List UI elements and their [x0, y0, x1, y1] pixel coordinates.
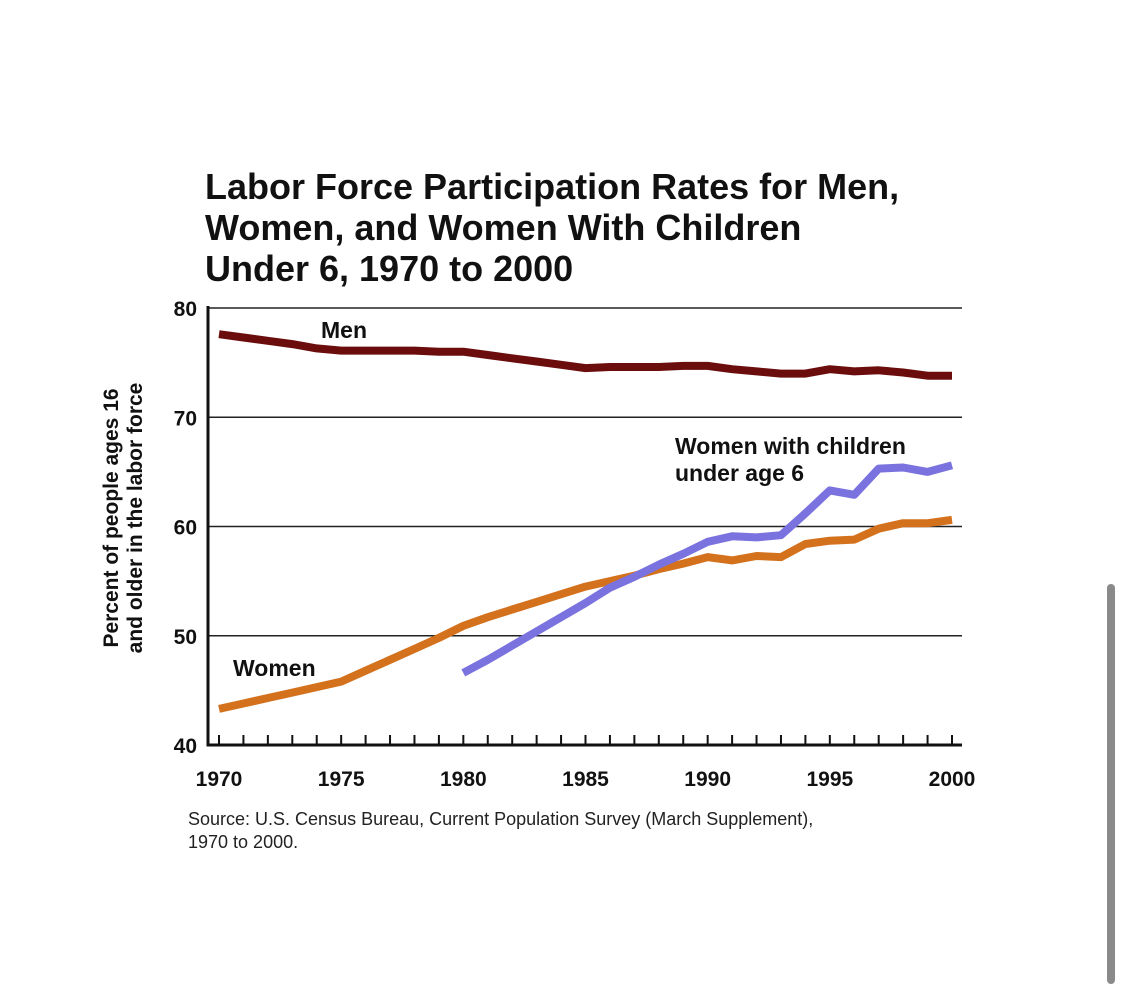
- chart-title: Labor Force Participation Rates for Men,…: [205, 166, 1085, 289]
- y-axis-title-line-1: Percent of people ages 16: [100, 388, 123, 647]
- source-note: Source: U.S. Census Bureau, Current Popu…: [188, 808, 1008, 854]
- x-tick-label-2000: 2000: [929, 768, 976, 791]
- x-tick-label-1995: 1995: [806, 768, 853, 791]
- chart-labels: 40 50 60 70 80 1970 1975 1980 1985 1990 1995 2000 Pe…: [100, 298, 975, 791]
- grid-lines: [208, 307, 962, 637]
- series-line-women-with-children-under-age-6: [461, 461, 954, 677]
- y-axis-title: Percent of people ages 16and older in th…: [100, 383, 147, 654]
- y-axis-title-line-2: and older in the labor force: [124, 383, 147, 654]
- scrollbar-thumb[interactable]: [1107, 584, 1115, 984]
- x-tick-label-1980: 1980: [440, 768, 487, 791]
- chart-title-line-2: Women, and Women With Children: [205, 207, 802, 248]
- series-line-women: [218, 515, 953, 713]
- chart-title-line-1: Labor Force Participation Rates for Men,: [205, 166, 900, 207]
- series-lines: [218, 330, 954, 713]
- series-label-men: Men: [321, 317, 367, 343]
- x-tick-label-1985: 1985: [562, 768, 609, 791]
- axes: [206, 306, 962, 747]
- series-label-women-with-children: Women with children under age 6: [675, 433, 906, 486]
- x-tick-label-1990: 1990: [684, 768, 731, 791]
- source-line-1: Source: U.S. Census Bureau, Current Popu…: [188, 809, 814, 829]
- source-line-2: 1970 to 2000.: [188, 832, 299, 852]
- y-tick-label-40: 40: [174, 735, 197, 758]
- series-label-women: Women: [233, 655, 316, 681]
- series-label-women-with-children-line-1: Women with children: [675, 433, 906, 459]
- y-tick-label-80: 80: [174, 298, 197, 321]
- y-tick-label-50: 50: [174, 626, 197, 649]
- series-label-women-with-children-line-2: under age 6: [675, 460, 804, 486]
- x-tick-label-1975: 1975: [318, 768, 365, 791]
- chart-title-line-3: Under 6, 1970 to 2000: [205, 248, 574, 289]
- series-line-men: [218, 330, 952, 380]
- y-tick-label-70: 70: [174, 407, 197, 430]
- x-tick-label-1970: 1970: [196, 768, 243, 791]
- y-tick-label-60: 60: [174, 517, 197, 540]
